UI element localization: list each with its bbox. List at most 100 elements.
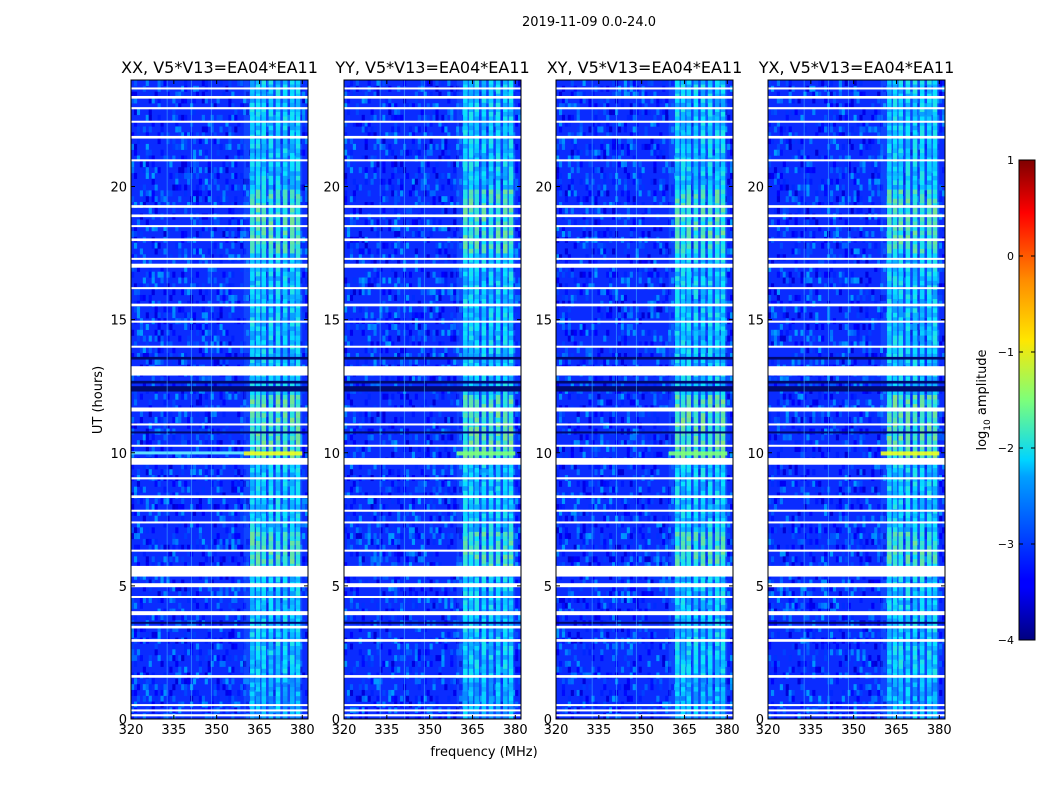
noise-cell bbox=[364, 416, 368, 423]
noise-cell bbox=[219, 556, 223, 563]
noise-cell bbox=[231, 643, 235, 650]
noise-cell bbox=[438, 294, 442, 301]
noise-cell bbox=[394, 114, 398, 121]
noise-cell bbox=[187, 422, 191, 429]
noise-cell bbox=[160, 660, 164, 667]
noise-cell bbox=[204, 411, 208, 418]
noise-cell bbox=[367, 80, 371, 87]
noise-cell bbox=[151, 451, 155, 458]
noise-cell bbox=[441, 114, 445, 121]
noise-cell bbox=[435, 114, 439, 121]
noise-cell bbox=[210, 591, 214, 598]
noise-cell bbox=[169, 666, 173, 673]
noise-cell bbox=[272, 242, 276, 249]
noise-cell bbox=[364, 306, 368, 313]
noise-cell bbox=[240, 242, 244, 249]
noise-cell bbox=[172, 184, 176, 191]
noise-cell bbox=[352, 289, 356, 296]
noise-cell bbox=[169, 323, 173, 330]
noise-cell bbox=[192, 109, 197, 116]
noise-cell bbox=[394, 196, 398, 203]
noise-cell bbox=[305, 509, 309, 516]
noise-cell bbox=[210, 480, 214, 487]
noise-cell bbox=[157, 597, 161, 604]
noise-cell bbox=[178, 306, 182, 313]
noise-cell bbox=[231, 486, 235, 493]
noise-cell bbox=[243, 376, 247, 383]
noise-cell bbox=[216, 486, 220, 493]
noise-cell bbox=[148, 91, 152, 98]
noise-cell bbox=[163, 591, 167, 598]
noise-cell bbox=[299, 527, 303, 534]
noise-cell bbox=[447, 178, 451, 185]
noise-cell bbox=[385, 114, 389, 121]
noise-cell bbox=[231, 219, 235, 226]
noise-cell bbox=[195, 323, 200, 330]
noise-cell bbox=[222, 655, 226, 662]
noise-cell bbox=[447, 109, 451, 116]
noise-cell bbox=[154, 451, 158, 458]
noise-cell bbox=[287, 143, 291, 150]
noise-cell bbox=[231, 91, 235, 98]
noise-cell bbox=[243, 184, 247, 191]
noise-cell bbox=[287, 434, 291, 441]
noise-cell bbox=[181, 353, 185, 360]
noise-cell bbox=[148, 422, 152, 429]
noise-cell bbox=[133, 149, 138, 156]
noise-cell bbox=[222, 498, 226, 505]
noise-cell bbox=[192, 631, 197, 638]
noise-cell bbox=[432, 294, 436, 301]
noise-cell bbox=[367, 248, 371, 255]
noise-cell bbox=[450, 109, 454, 116]
noise-cell bbox=[178, 91, 182, 98]
noise-cell bbox=[195, 248, 200, 255]
noise-cell bbox=[515, 312, 519, 319]
noise-cell bbox=[222, 684, 226, 691]
noise-cell bbox=[166, 376, 170, 383]
noise-cell bbox=[210, 126, 214, 133]
noise-cell bbox=[429, 347, 433, 354]
noise-cell bbox=[287, 550, 291, 557]
noise-cell bbox=[450, 312, 454, 319]
noise-cell bbox=[453, 445, 457, 452]
noise-cell bbox=[346, 219, 351, 226]
noise-cell bbox=[240, 172, 244, 179]
noise-cell bbox=[414, 172, 418, 179]
noise-cell bbox=[302, 504, 306, 511]
noise-cell bbox=[163, 556, 167, 563]
noise-cell bbox=[231, 521, 235, 528]
noise-cell bbox=[172, 114, 176, 121]
noise-cell bbox=[414, 434, 418, 441]
noise-cell bbox=[201, 225, 205, 232]
noise-cell bbox=[133, 445, 138, 452]
noise-cell bbox=[219, 358, 223, 365]
noise-cell bbox=[172, 451, 176, 458]
noise-cell bbox=[145, 579, 149, 586]
noise-cell bbox=[355, 80, 359, 87]
noise-cell bbox=[192, 382, 197, 389]
noise-cell bbox=[163, 155, 167, 162]
noise-cell bbox=[426, 219, 430, 226]
noise-cell bbox=[228, 509, 232, 516]
noise-cell bbox=[432, 190, 436, 197]
noise-cell bbox=[411, 178, 415, 185]
noise-cell bbox=[441, 242, 445, 249]
noise-cell bbox=[178, 172, 182, 179]
noise-cell bbox=[222, 358, 226, 365]
noise-cell bbox=[432, 306, 436, 313]
noise-cell bbox=[243, 103, 247, 110]
noise-cell bbox=[228, 382, 232, 389]
noise-cell bbox=[175, 103, 179, 110]
noise-cell bbox=[367, 434, 371, 441]
noise-cell bbox=[435, 248, 439, 255]
noise-cell bbox=[195, 161, 200, 168]
noise-cell bbox=[438, 289, 442, 296]
noise-cell bbox=[266, 184, 270, 191]
noise-cell bbox=[447, 434, 451, 441]
noise-cell bbox=[222, 196, 226, 203]
noise-cell bbox=[187, 161, 191, 168]
noise-cell bbox=[237, 225, 241, 232]
noise-cell bbox=[142, 161, 146, 168]
noise-cell bbox=[228, 533, 232, 540]
flagged-gap bbox=[131, 87, 308, 90]
